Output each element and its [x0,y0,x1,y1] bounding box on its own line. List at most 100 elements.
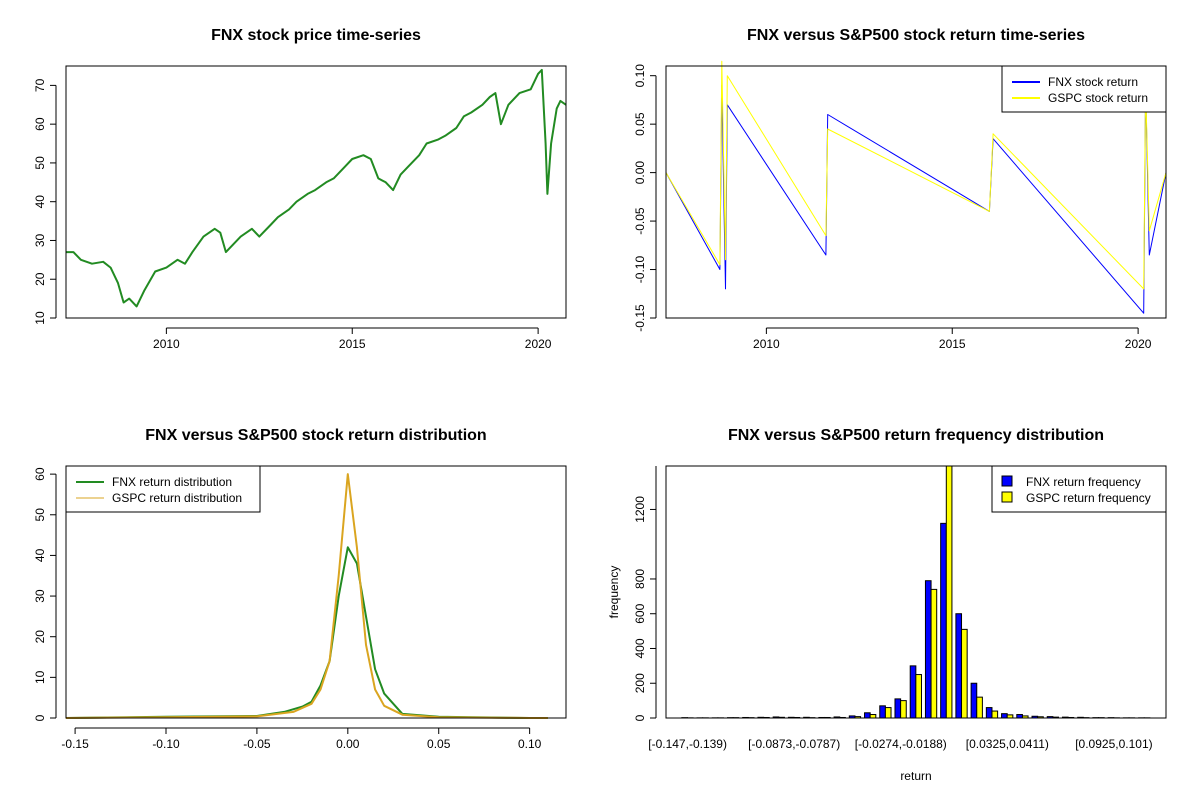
x-tick-label: -0.15 [61,737,89,751]
bar-1-22 [1002,714,1008,718]
x-tick-label: [0.0325,0.0411) [966,737,1049,751]
bar-1-15 [895,699,901,718]
y-tick-label: 0 [33,714,47,721]
bar-1-23 [1017,715,1023,718]
bar-1-17 [925,581,931,718]
x-tick-label: -0.10 [152,737,180,751]
x-tick-label: 2020 [1125,337,1152,351]
x-axis: 2010 2015 2020 [153,328,552,351]
legend-box [66,466,260,512]
x-tick-label: [0.0925,0.101) [1075,737,1152,751]
y-tick-label: 20 [33,272,47,286]
legend-label-1: FNX return frequency [1026,475,1141,489]
y-axis: -0.15 -0.10 -0.05 0.00 0.05 0.10 [633,64,656,332]
y-tick-label: 0 [633,714,647,721]
x-tick-label: [-0.147,-0.139) [648,737,727,751]
y-tick-label: 10 [33,670,47,684]
y-tick-label: 40 [33,548,47,562]
bar-2-21 [992,711,998,718]
y-tick-label: 0.05 [633,112,647,136]
x-axis: -0.15 -0.10 -0.05 0.00 0.05 0.10 [61,728,541,751]
x-axis: 2010 2015 2020 [753,328,1152,351]
y-tick-label: 60 [33,117,47,131]
x-tick-label: 2010 [153,337,180,351]
x-axis: [-0.147,-0.139) [-0.0873,-0.0787) [-0.0274… [648,737,1152,751]
y-axis: 0 200 400 600 800 1200 [633,466,656,721]
bar-1-19 [956,614,962,718]
bar-2-16 [916,675,922,718]
y-tick-label: 800 [633,569,647,589]
y-tick-label: 60 [33,467,47,481]
y-axis: 0 10 20 30 40 50 60 [33,467,56,721]
series-line-1 [66,70,566,307]
series-line-1 [66,547,548,718]
x-tick-label: [-0.0873,-0.0787) [748,737,840,751]
bar-2-17 [931,589,937,718]
bar-2-19 [962,629,968,718]
chart-panel-4: FNX versus S&P500 return frequency distr… [607,427,1166,783]
y-tick-label: -0.15 [633,304,647,332]
bar-1-16 [910,666,916,718]
bar-1-20 [971,683,977,718]
y-tick-label: 400 [633,638,647,658]
legend-swatch-1 [1002,476,1012,486]
chart-title: FNX versus S&P500 stock return time-seri… [747,27,1085,44]
y-axis-label: frequency [607,566,621,619]
y-tick-label: 20 [33,630,47,644]
bar-2-20 [977,697,983,718]
x-tick-label: 2015 [339,337,366,351]
y-tick-label: -0.10 [633,256,647,284]
series-line-1 [666,85,1166,313]
legend: FNX return distribution GSPC return distr… [66,466,260,512]
y-tick-label: 0.10 [633,64,647,88]
x-tick-label: 2015 [939,337,966,351]
y-tick-label: 200 [633,673,647,693]
y-tick-label: 40 [33,195,47,209]
bar-2-18 [946,466,952,718]
y-tick-label: 70 [33,78,47,92]
chart-title: FNX versus S&P500 return frequency distr… [728,427,1104,444]
legend-label-1: FNX return distribution [112,475,232,489]
legend-label-2: GSPC return distribution [112,491,242,505]
legend: FNX stock return GSPC stock return [1002,66,1166,112]
y-tick-label: 30 [33,233,47,247]
x-tick-label: 2010 [753,337,780,351]
y-axis: 10 20 30 40 50 60 70 [33,78,56,324]
x-axis-label: return [900,769,931,783]
chart-title: FNX versus S&P500 stock return distribut… [145,427,486,444]
y-tick-label: 50 [33,156,47,170]
bar-1-14 [880,706,886,718]
x-tick-label: 0.05 [427,737,451,751]
x-tick-label: 2020 [525,337,552,351]
y-tick-label: -0.05 [633,207,647,235]
bar-1-21 [986,708,992,718]
y-tick-label: 30 [33,589,47,603]
bar-1-18 [941,523,947,718]
legend-label-1: FNX stock return [1048,75,1138,89]
legend-label-2: GSPC stock return [1048,91,1148,105]
chart-title: FNX stock price time-series [211,27,421,44]
legend: FNX return frequency GSPC return frequenc… [992,466,1166,512]
x-tick-label: 0.00 [336,737,360,751]
y-tick-label: 10 [33,311,47,325]
chart-panel-2: FNX versus S&P500 stock return time-seri… [633,27,1166,351]
y-tick-label: 0.00 [633,161,647,185]
y-tick-label: 1200 [633,496,647,523]
bar-2-13 [870,715,876,718]
x-tick-label: 0.10 [518,737,542,751]
x-tick-label: [-0.0274,-0.0188) [855,737,947,751]
legend-label-2: GSPC return frequency [1026,491,1151,505]
y-tick-label: 600 [633,603,647,623]
bar-2-14 [885,708,891,718]
y-tick-label: 50 [33,508,47,522]
x-tick-label: -0.05 [243,737,271,751]
legend-swatch-2 [1002,492,1012,502]
legend-box [992,466,1166,512]
bar-1-13 [865,713,871,718]
bar-2-15 [901,701,907,718]
chart-panel-3: FNX versus S&P500 stock return distribut… [33,427,566,751]
plot-box [66,66,566,318]
